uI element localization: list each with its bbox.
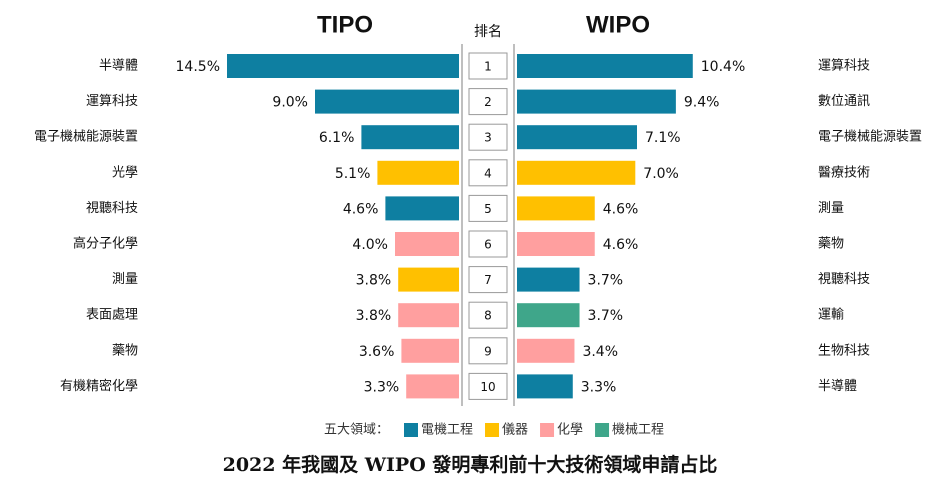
bar [517,125,637,150]
value-label: 5.1% [335,166,371,182]
value-label: 3.3% [364,379,400,395]
bar [517,54,693,78]
bar [517,232,595,256]
category-label: 電子機械能源裝置 [818,130,922,145]
bar [406,374,459,399]
rank-label: 4 [484,166,492,180]
value-label: 3.4% [582,344,618,360]
legend-entry: 機械工程 [612,423,664,438]
value-label: 10.4% [701,59,745,75]
rank-box [468,337,508,365]
category-label: 視聽科技 [818,272,870,287]
category-label: 有機精密化學 [60,378,138,394]
panel-title: WIPO [586,11,650,38]
category-label: 半導體 [99,59,138,74]
value-label: 6.1% [319,130,355,146]
category-label: 光學 [112,165,138,180]
rank-box [468,372,508,400]
panel-title: TIPO [317,11,373,38]
rank-box [468,52,508,80]
category-label: 半導體 [818,379,857,394]
rank-label: 6 [484,238,492,252]
value-label: 4.6% [603,237,639,253]
value-label: 7.1% [645,130,681,146]
bar [517,267,580,292]
rank-label: 7 [484,273,492,287]
value-label: 4.6% [343,201,379,217]
rank-label: 5 [484,202,492,216]
legend-entry: 儀器 [502,423,528,438]
category-label: 測量 [112,272,138,287]
rank-label: 8 [484,309,492,323]
rank-box [468,159,508,187]
bar [517,374,573,399]
category-label: 藥物 [112,343,138,358]
rank-box [468,301,508,329]
rank-box [468,88,508,116]
value-label: 4.0% [352,237,388,253]
bar [517,196,595,221]
value-label: 3.7% [588,273,624,289]
bar [395,232,459,256]
value-label: 3.8% [356,273,392,289]
legend-swatch [540,423,555,437]
category-label: 運算科技 [818,59,870,74]
bar [517,160,636,185]
category-label: 數位通訊 [818,94,870,109]
bar [398,303,459,328]
rank-label: 3 [484,131,492,145]
value-label: 9.4% [684,95,720,111]
legend-swatch [595,423,610,437]
value-label: 14.5% [176,59,220,75]
category-label: 測量 [818,201,844,216]
legend-entry: 化學 [557,423,583,438]
bar [517,303,580,328]
bar [401,338,459,363]
category-label: 藥物 [818,237,844,252]
rank-box [468,194,508,222]
value-label: 3.3% [581,379,617,395]
rank-box [468,230,508,258]
category-label: 運輸 [818,308,844,323]
value-label: 7.0% [643,166,679,182]
category-label: 高分子化學 [73,236,138,252]
category-label: 生物科技 [818,343,870,358]
bar [227,54,459,78]
value-label: 3.8% [356,308,392,324]
rank-label: 10 [480,380,495,394]
value-label: 3.7% [588,308,624,324]
bar [315,89,459,114]
legend-swatch [485,423,500,437]
value-label: 4.6% [603,201,639,217]
bar [517,89,676,114]
category-label: 醫療技術 [818,165,870,180]
rank-box [468,266,508,294]
rank-label: 9 [484,344,492,358]
value-label: 9.0% [272,95,308,111]
rank-label: 1 [484,60,492,74]
category-label: 電子機械能源裝置 [34,130,138,145]
bar [377,160,459,185]
category-label: 運算科技 [86,94,138,109]
rank-label: 2 [484,95,492,109]
bar [361,125,459,150]
legend-entry: 電機工程 [421,423,473,438]
chart-title: 2022 年我國及 WIPO 發明專利前十大技術領域申請占比 [223,453,718,476]
rank-box [468,123,508,151]
legend-swatch [404,423,418,437]
category-label: 表面處理 [86,308,138,323]
bar [385,196,459,221]
bar [517,338,575,363]
bar [398,267,459,292]
value-label: 3.6% [359,344,395,360]
rank-header: 排名 [474,24,502,40]
category-label: 視聽科技 [86,201,138,216]
legend-label: 五大領域： [324,422,389,438]
